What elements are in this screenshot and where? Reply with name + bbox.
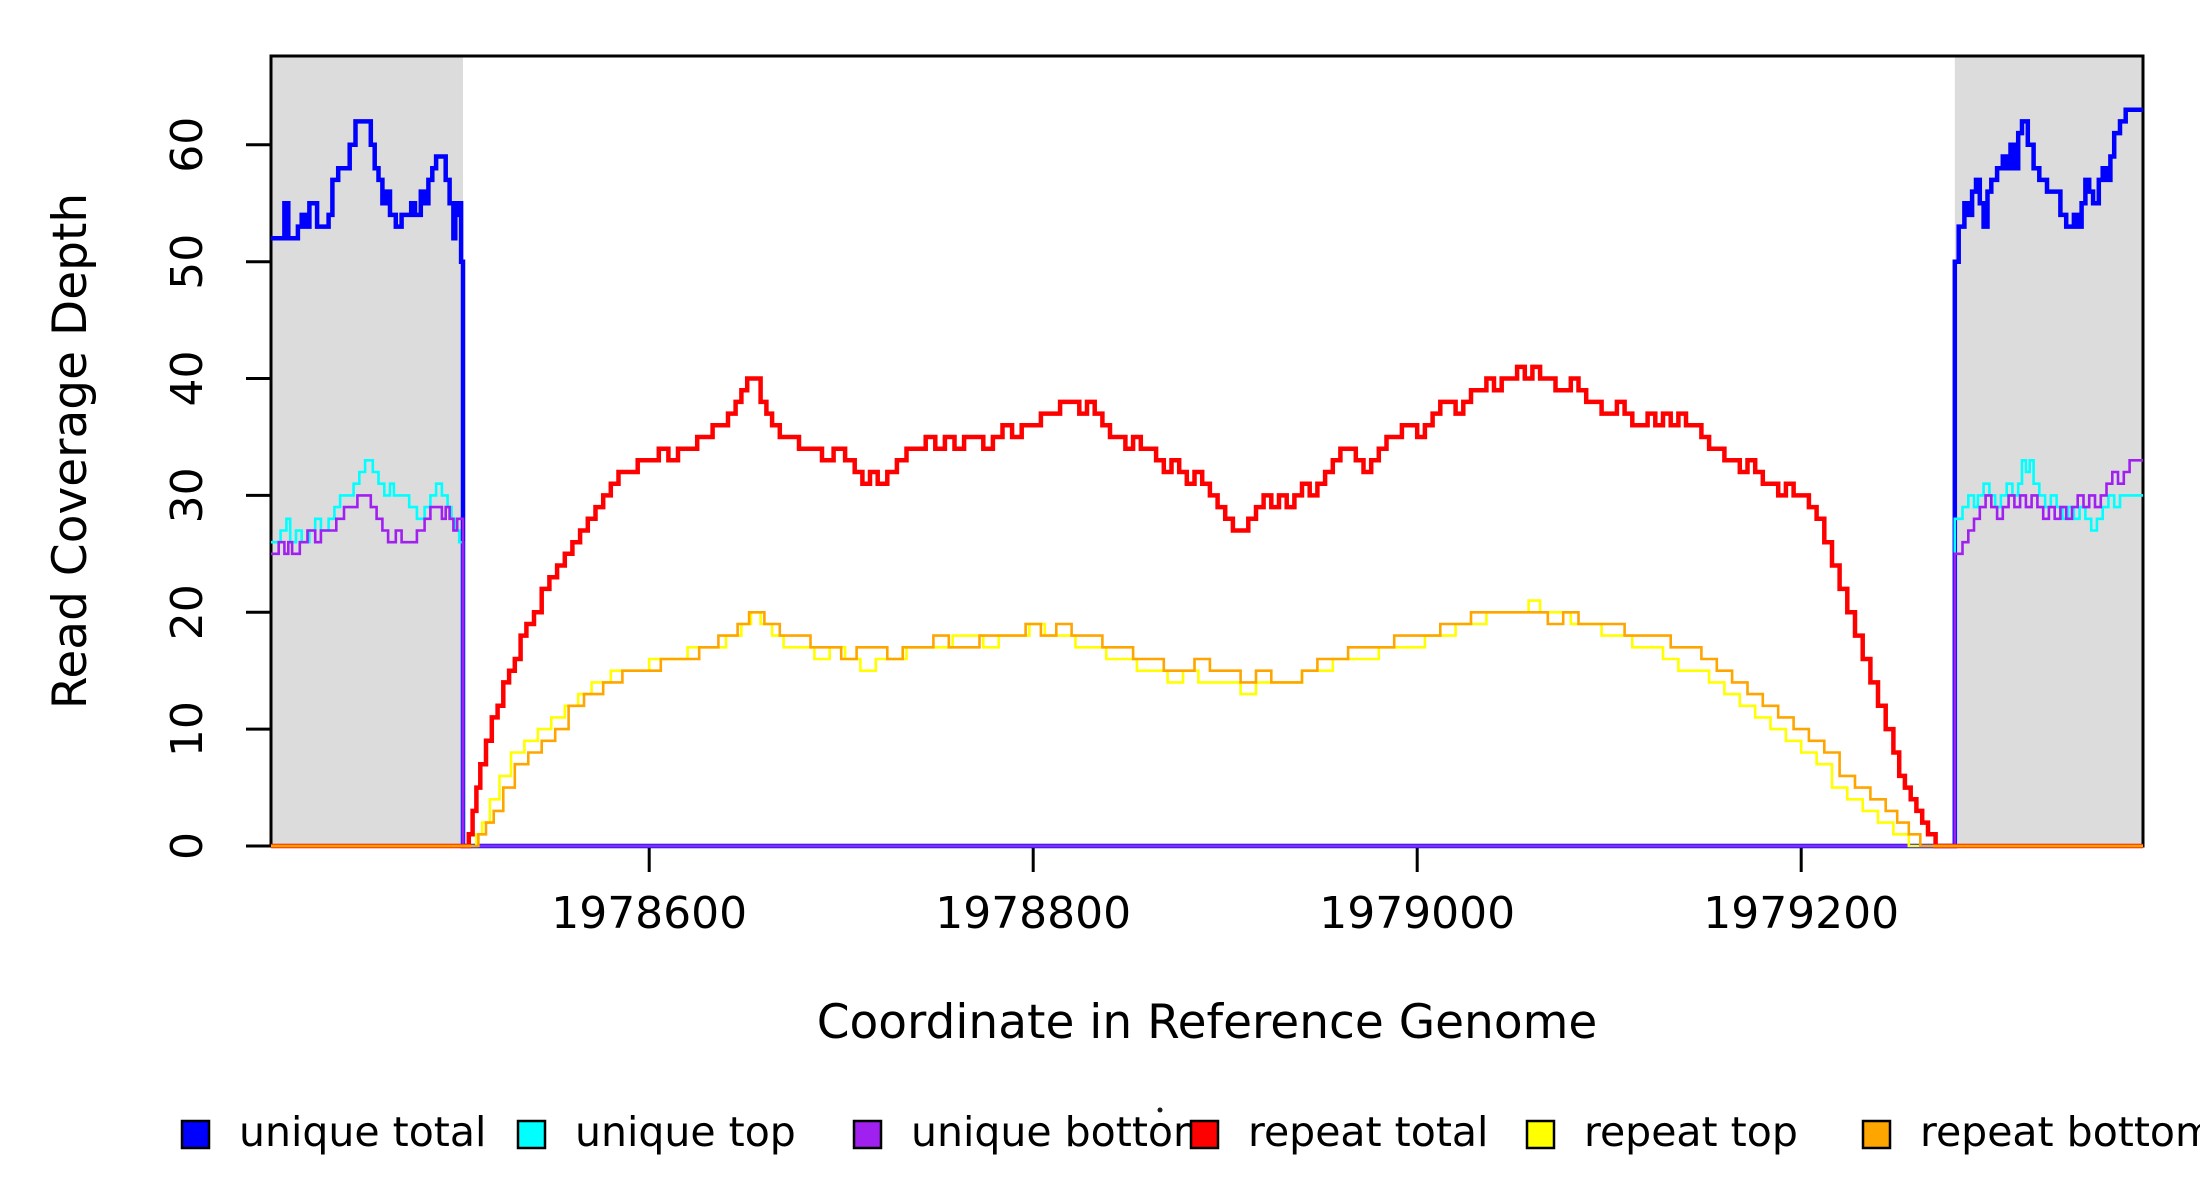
y-tick-label: 40	[162, 351, 213, 407]
x-axis: 1978600 1978800 1979000 1979200	[551, 846, 1899, 939]
legend-item-repeat-total: repeat total	[1189, 1108, 1488, 1156]
y-tick-label: 10	[162, 701, 213, 757]
legend-swatch-icon	[180, 1119, 211, 1150]
x-axis-title: Coordinate in Reference Genome	[817, 995, 1598, 1050]
legend-item-unique-top: unique top	[516, 1108, 796, 1156]
x-tick-label: 1978800	[935, 888, 1131, 939]
legend-swatch-icon	[1189, 1119, 1220, 1150]
legend-item-unique-total: unique total	[180, 1108, 486, 1156]
legend-label: unique total	[239, 1108, 486, 1156]
series-unique-total	[271, 107, 2143, 849]
legend-item-repeat-bottom: repeat bottom	[1861, 1108, 2200, 1156]
legend-label: repeat total	[1248, 1108, 1488, 1156]
legend-swatch-icon	[1525, 1119, 1556, 1150]
legend-item-unique-bottom: unique bottom	[852, 1108, 1213, 1156]
legend-label: repeat bottom	[1920, 1108, 2200, 1156]
legend-item-repeat-top: repeat top	[1525, 1108, 1798, 1156]
series-repeat-total	[271, 364, 2143, 849]
y-tick-label: 30	[162, 467, 213, 523]
legend-swatch-icon	[516, 1119, 547, 1150]
y-tick-label: 20	[162, 584, 213, 640]
series-repeat-bottom	[271, 611, 2143, 848]
y-axis: 0 10 20 30 40 50 60	[162, 117, 271, 860]
legend-swatch-icon	[1861, 1119, 1892, 1150]
stray-dot-artifact	[1157, 1107, 1163, 1113]
y-tick-label: 60	[162, 117, 213, 173]
x-tick-label: 1978600	[551, 888, 747, 939]
shaded-region	[271, 56, 463, 846]
x-tick-label: 1979000	[1319, 888, 1515, 939]
series-unique-bottom	[271, 459, 2143, 848]
data-series	[271, 107, 2143, 849]
legend-label: unique bottom	[911, 1108, 1213, 1156]
legend: unique total unique top unique bottom repea…	[180, 1107, 2200, 1156]
shaded-region	[1954, 56, 2143, 846]
legend-swatch-icon	[852, 1119, 883, 1150]
y-tick-label: 50	[162, 234, 213, 290]
y-tick-label: 0	[162, 832, 213, 860]
x-tick-label: 1979200	[1703, 888, 1899, 939]
series-repeat-top	[271, 599, 2143, 848]
legend-label: repeat top	[1584, 1108, 1798, 1156]
y-axis-title: Read Coverage Depth	[43, 193, 98, 709]
legend-label: unique top	[575, 1108, 796, 1156]
